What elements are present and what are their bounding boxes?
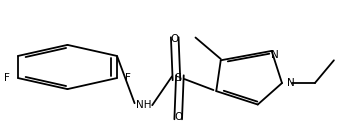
Text: N: N <box>271 50 279 60</box>
Text: O: O <box>171 34 179 44</box>
Text: F: F <box>125 73 131 83</box>
Text: O: O <box>174 112 182 122</box>
Text: S: S <box>175 73 182 83</box>
Text: NH: NH <box>136 100 151 109</box>
Text: F: F <box>4 73 10 83</box>
Text: N: N <box>287 78 295 88</box>
